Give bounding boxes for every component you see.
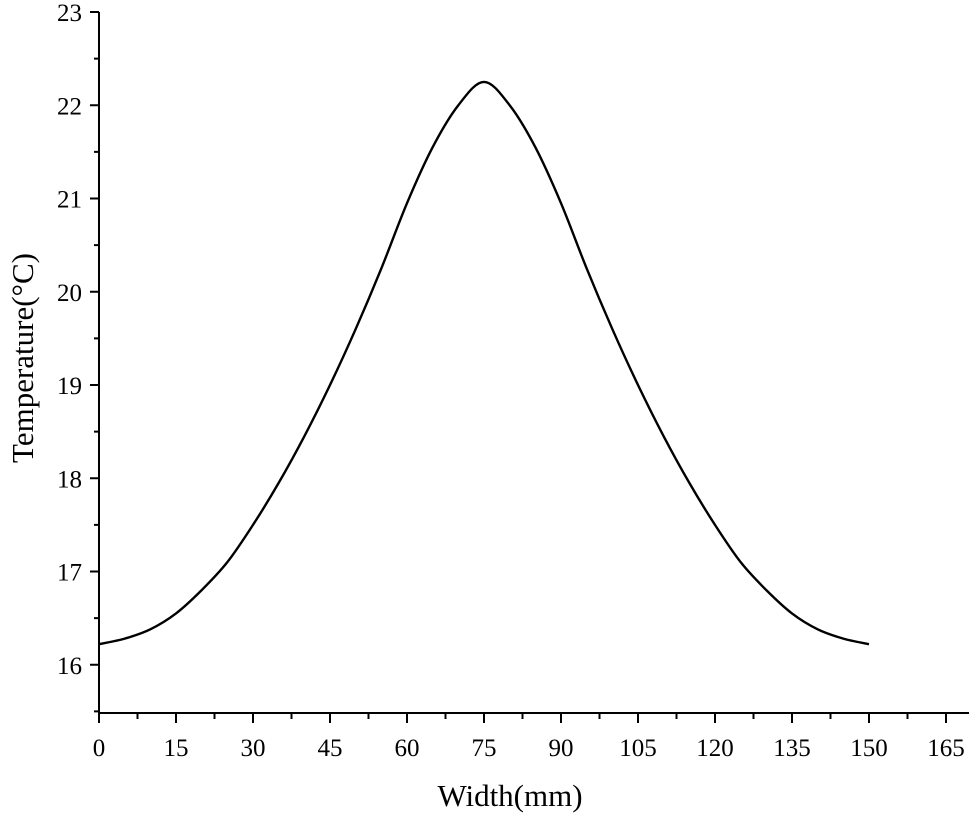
series-group bbox=[98, 80, 870, 646]
y-tick-label: 17 bbox=[57, 560, 82, 587]
x-tick-label: 150 bbox=[850, 735, 888, 762]
y-axis-title: Temperature(°C) bbox=[5, 253, 40, 463]
y-tick-label: 22 bbox=[57, 93, 82, 120]
x-tick-label: 105 bbox=[619, 735, 657, 762]
x-tick-label: 30 bbox=[241, 735, 266, 762]
y-axis-ticks: 16 17 18 19 20 21 22 23 bbox=[57, 0, 99, 713]
x-tick-label: 0 bbox=[93, 735, 106, 762]
x-tick-label: 75 bbox=[472, 735, 497, 762]
x-tick-label: 120 bbox=[696, 735, 734, 762]
x-axis-title: Width(mm) bbox=[437, 778, 582, 813]
y-tick-label: 19 bbox=[57, 373, 82, 400]
y-tick-label: 18 bbox=[57, 466, 82, 493]
x-axis-ticks: 0 15 30 45 60 75 90 105 120 135 150 165 bbox=[93, 713, 965, 762]
y-tick-label: 20 bbox=[57, 280, 82, 307]
x-tick-label: 135 bbox=[773, 735, 811, 762]
x-tick-label: 60 bbox=[395, 735, 420, 762]
temperature-series-line bbox=[98, 80, 870, 646]
x-tick-label: 45 bbox=[318, 735, 343, 762]
x-tick-label: 165 bbox=[927, 735, 965, 762]
y-tick-label: 16 bbox=[57, 653, 82, 680]
y-tick-label: 21 bbox=[57, 187, 82, 214]
x-tick-label: 15 bbox=[164, 735, 189, 762]
y-tick-label: 23 bbox=[57, 0, 82, 27]
x-tick-label: 90 bbox=[549, 735, 574, 762]
